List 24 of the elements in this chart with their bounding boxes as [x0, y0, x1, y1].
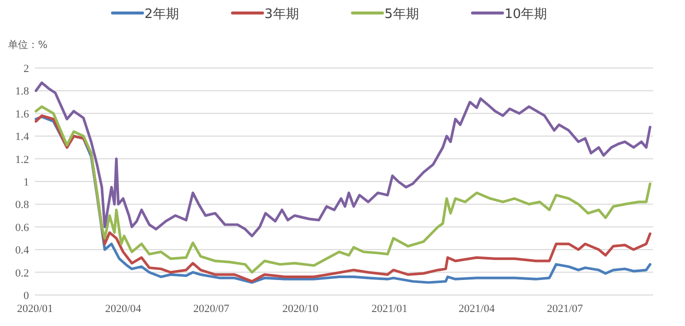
y-tick-label: 1.8 — [15, 86, 30, 98]
legend-label: 2年期 — [144, 7, 179, 22]
x-tick-label: 2021/04 — [458, 303, 496, 315]
x-tick-label: 2020/01 — [16, 303, 54, 315]
y-tick-label: 0.6 — [15, 222, 30, 234]
x-tick-label: 2020/10 — [282, 303, 319, 315]
legend-label: 5年期 — [384, 7, 419, 22]
y-tick-label: 0 — [24, 290, 30, 302]
x-tick-label: 2021/01 — [371, 303, 408, 315]
x-tick-label: 2020/04 — [105, 303, 142, 315]
legend-label: 3年期 — [264, 7, 299, 22]
y-axis-title: 单位：% — [8, 39, 48, 51]
x-tick-label: 2021/07 — [546, 303, 584, 315]
y-tick-label: 0.2 — [15, 267, 29, 280]
y-tick-label: 0.8 — [15, 199, 30, 212]
y-tick-label: 1 — [24, 176, 29, 188]
y-tick-label: 2 — [24, 63, 29, 75]
y-tick-label: 1.4 — [15, 131, 30, 144]
y-tick-label: 0.4 — [15, 244, 30, 257]
x-tick-label: 2020/07 — [193, 303, 230, 315]
y-tick-label: 1.6 — [15, 108, 30, 120]
line-series — [34, 81, 652, 238]
legend-label: 10年期 — [504, 7, 548, 22]
y-tick-label: 1.2 — [15, 154, 29, 166]
